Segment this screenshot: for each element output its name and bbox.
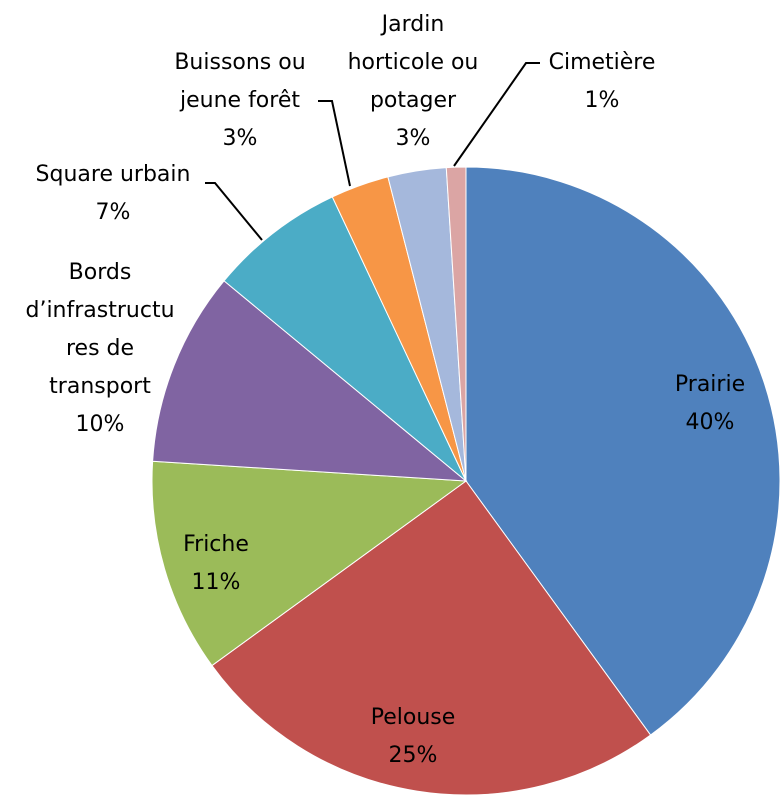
category-label: potager: [370, 88, 457, 113]
category-label: jeune forêt: [179, 88, 300, 113]
category-label: Prairie: [675, 372, 745, 397]
category-label: d’infrastructu: [25, 298, 174, 323]
labels: Prairie 40% Pelouse 25% Friche 11% Bords d’infr…: [25, 12, 745, 768]
category-label: Cimetière: [549, 50, 656, 75]
category-label: Buissons ou: [174, 50, 305, 75]
value-label: 10%: [76, 412, 125, 437]
value-label: 3%: [223, 126, 258, 151]
category-label: Pelouse: [371, 705, 456, 730]
category-label: Bords: [69, 260, 132, 285]
slice: [445, 166, 467, 482]
slice: [151, 460, 468, 667]
value-label: 25%: [389, 743, 438, 768]
category-label: horticole ou: [348, 50, 479, 75]
category-label: Square urbain: [36, 162, 191, 187]
leader-line: [318, 100, 351, 187]
pie: [151, 166, 781, 795]
slice: [152, 280, 468, 482]
slice: [211, 480, 652, 795]
leader-line: [205, 182, 263, 241]
value-label: 11%: [192, 570, 241, 595]
category-label: Friche: [183, 532, 249, 557]
slice: [223, 196, 467, 482]
leader-line: [453, 62, 540, 167]
category-label: res de: [66, 336, 134, 361]
value-label: 40%: [686, 410, 735, 435]
category-label: transport: [49, 374, 151, 399]
value-label: 7%: [96, 200, 131, 225]
value-label: 3%: [396, 126, 431, 151]
value-label: 1%: [585, 88, 620, 113]
slice: [465, 166, 781, 736]
category-label: Jardin: [380, 12, 445, 37]
